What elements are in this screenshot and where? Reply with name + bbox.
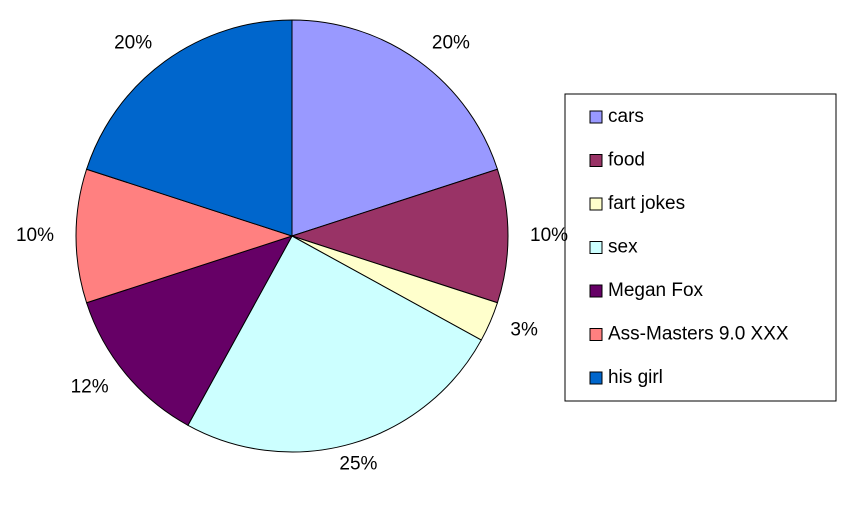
legend-swatch xyxy=(589,197,603,211)
legend-swatch xyxy=(589,154,603,167)
data-label: 25% xyxy=(339,454,377,475)
legend-box xyxy=(564,93,837,402)
legend-label: his girl xyxy=(608,367,663,388)
legend-swatch xyxy=(589,328,603,341)
legend-label: food xyxy=(608,150,645,171)
pie-slice xyxy=(85,235,294,426)
data-label: 20% xyxy=(114,32,152,53)
pie-slice xyxy=(291,19,499,237)
legend-swatch xyxy=(589,371,603,385)
legend-label: fart jokes xyxy=(608,193,685,214)
legend-swatch xyxy=(589,110,603,124)
pie-slice xyxy=(85,19,293,237)
legend-label: cars xyxy=(608,106,644,127)
legend-label: sex xyxy=(608,237,638,258)
legend-swatch xyxy=(589,241,603,254)
data-label: 12% xyxy=(71,377,109,398)
legend-label: Megan Fox xyxy=(608,280,704,301)
data-label: 10% xyxy=(530,225,568,246)
legend-swatch xyxy=(589,284,603,298)
pie-slice xyxy=(187,235,482,453)
data-label: 10% xyxy=(16,225,54,246)
data-label: 20% xyxy=(432,32,470,53)
pie-slice xyxy=(75,168,294,304)
pie-slice xyxy=(290,168,509,304)
legend-label: Ass-Masters 9.0 XXX xyxy=(608,324,789,345)
data-label: 3% xyxy=(510,320,538,341)
